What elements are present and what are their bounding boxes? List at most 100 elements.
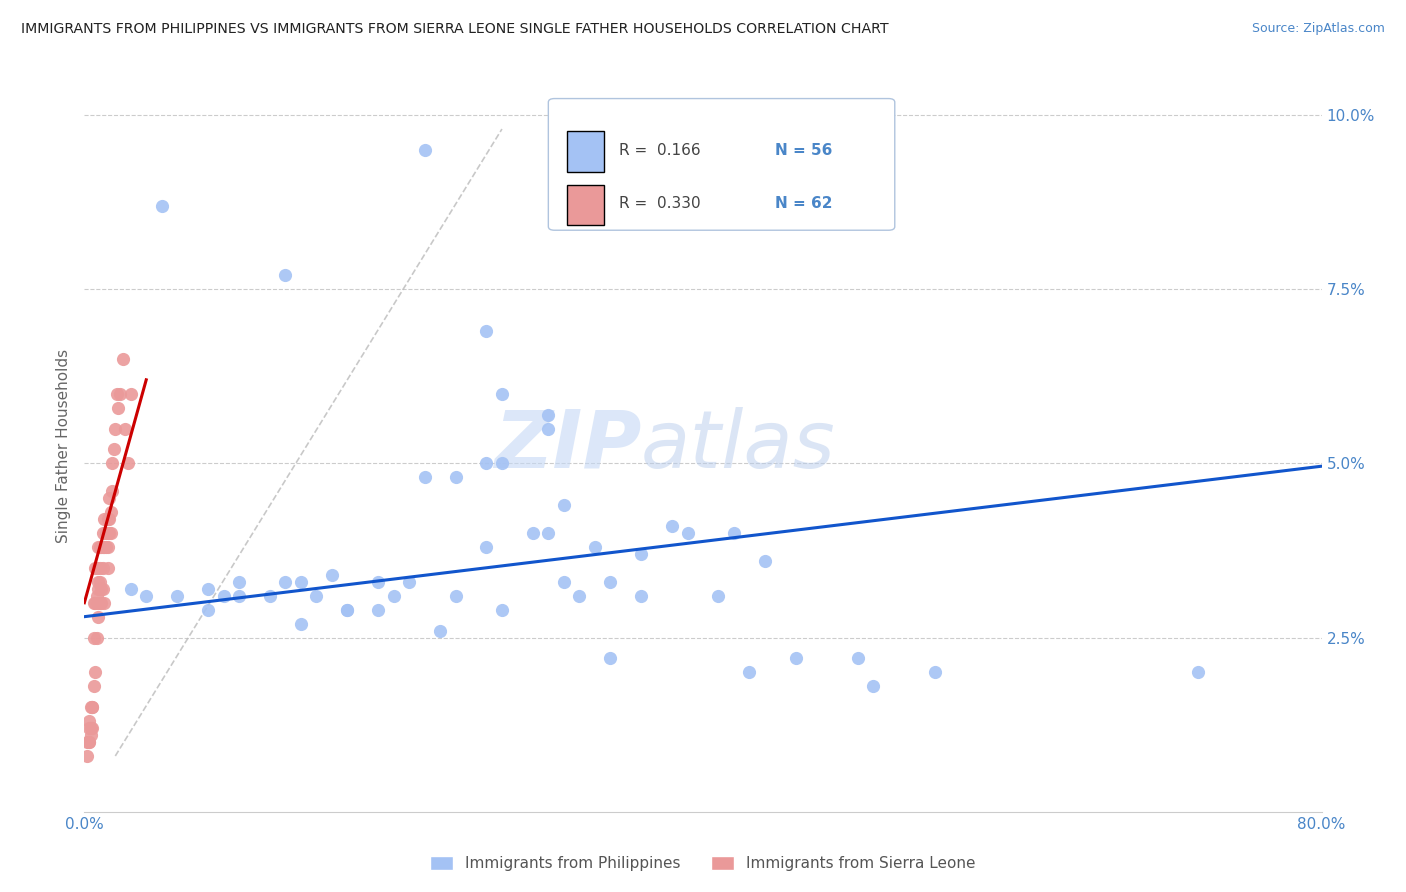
Point	[84, 665, 107, 680]
Point	[87, 540, 110, 554]
Point	[97, 512, 120, 526]
Point	[475, 540, 498, 554]
Point	[83, 596, 105, 610]
Point	[336, 603, 359, 617]
Text: R =  0.330: R = 0.330	[619, 196, 700, 211]
Point	[97, 540, 120, 554]
Point	[336, 603, 359, 617]
Point	[87, 582, 110, 596]
Point	[537, 408, 560, 422]
Text: atlas: atlas	[641, 407, 837, 485]
Point	[444, 589, 467, 603]
Point	[197, 582, 219, 596]
Point	[491, 603, 513, 617]
Point	[537, 526, 560, 541]
Point	[475, 324, 498, 338]
Point	[117, 457, 139, 471]
Point	[82, 700, 104, 714]
Point	[583, 540, 606, 554]
Point	[135, 589, 157, 603]
Point	[321, 567, 343, 582]
Point	[97, 561, 120, 575]
Point	[79, 728, 101, 742]
Point	[77, 735, 100, 749]
Point	[82, 700, 104, 714]
Point	[93, 596, 115, 610]
Point	[846, 651, 869, 665]
Point	[93, 512, 115, 526]
Point	[661, 519, 683, 533]
Point	[444, 470, 467, 484]
Point	[77, 714, 100, 728]
Text: ZIP: ZIP	[494, 407, 641, 485]
Point	[87, 596, 110, 610]
Point	[89, 596, 111, 610]
Point	[228, 574, 250, 589]
Point	[84, 596, 107, 610]
Point	[82, 721, 104, 735]
Point	[89, 561, 111, 575]
Point	[91, 582, 114, 596]
Point	[86, 589, 108, 603]
Point	[89, 574, 111, 589]
Point	[491, 457, 513, 471]
Point	[90, 596, 112, 610]
Point	[707, 589, 730, 603]
Point	[98, 526, 121, 541]
Text: N = 62: N = 62	[775, 196, 832, 211]
Point	[754, 554, 776, 568]
FancyBboxPatch shape	[567, 185, 605, 225]
Point	[568, 589, 591, 603]
Point	[114, 421, 136, 435]
FancyBboxPatch shape	[567, 131, 605, 171]
Point	[100, 526, 122, 541]
Y-axis label: Single Father Households: Single Father Households	[56, 349, 72, 543]
Point	[104, 421, 127, 435]
Text: R =  0.166: R = 0.166	[619, 143, 700, 158]
Point	[723, 526, 745, 541]
Point	[86, 631, 108, 645]
Legend: Immigrants from Philippines, Immigrants from Sierra Leone: Immigrants from Philippines, Immigrants …	[425, 850, 981, 877]
Point	[120, 386, 142, 401]
Point	[101, 484, 124, 499]
Point	[76, 735, 98, 749]
Point	[98, 512, 121, 526]
Point	[676, 526, 699, 541]
Point	[290, 616, 312, 631]
Point	[475, 457, 498, 471]
Point	[94, 540, 117, 554]
Point	[785, 651, 807, 665]
Point	[166, 589, 188, 603]
Point	[862, 679, 884, 693]
Point	[79, 700, 101, 714]
Point	[94, 526, 117, 541]
Point	[259, 589, 281, 603]
Point	[112, 351, 135, 366]
Point	[413, 143, 436, 157]
Point	[398, 574, 420, 589]
Point	[89, 540, 111, 554]
Point	[599, 651, 621, 665]
Point	[83, 631, 105, 645]
Point	[91, 561, 114, 575]
Text: IMMIGRANTS FROM PHILIPPINES VS IMMIGRANTS FROM SIERRA LEONE SINGLE FATHER HOUSEH: IMMIGRANTS FROM PHILIPPINES VS IMMIGRANT…	[21, 22, 889, 37]
Point	[537, 421, 560, 435]
Point	[76, 749, 98, 764]
Point	[90, 540, 112, 554]
Point	[290, 574, 312, 589]
Point	[84, 561, 107, 575]
Point	[738, 665, 761, 680]
FancyBboxPatch shape	[548, 99, 894, 230]
Point	[367, 603, 389, 617]
Point	[87, 609, 110, 624]
Point	[197, 603, 219, 617]
Point	[228, 589, 250, 603]
Point	[107, 401, 129, 415]
Point	[630, 589, 652, 603]
Point	[105, 386, 128, 401]
Point	[87, 574, 110, 589]
Point	[97, 526, 120, 541]
Point	[924, 665, 946, 680]
Point	[553, 574, 575, 589]
Point	[98, 491, 121, 506]
